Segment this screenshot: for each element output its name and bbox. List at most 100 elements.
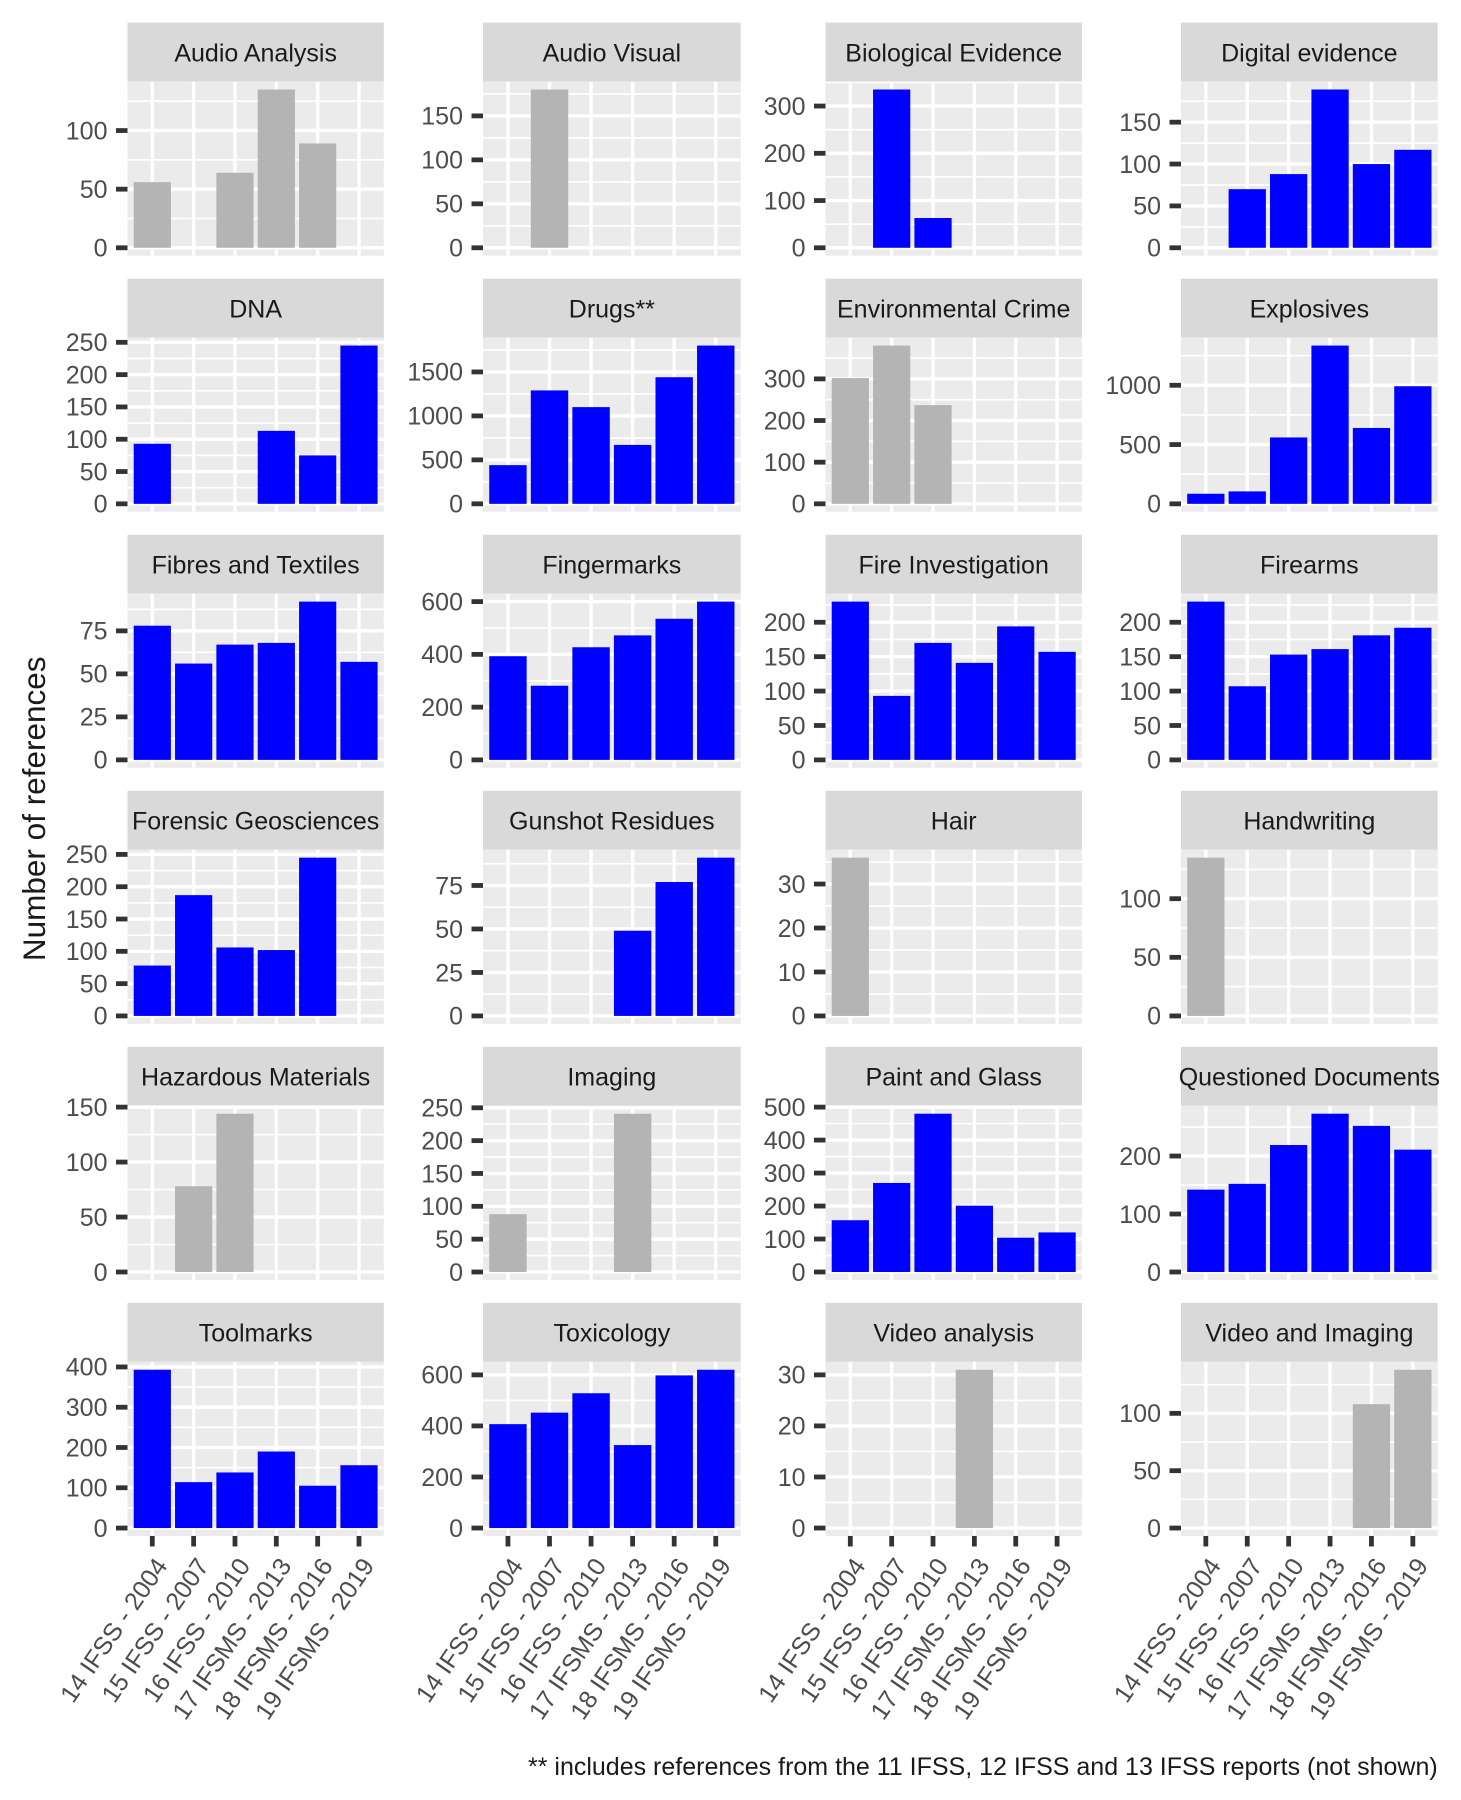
svg-text:50: 50	[80, 970, 108, 998]
svg-text:250: 250	[66, 841, 108, 869]
svg-text:0: 0	[792, 747, 806, 775]
svg-text:200: 200	[764, 140, 806, 168]
svg-text:300: 300	[764, 93, 806, 121]
svg-text:Number of references: Number of references	[16, 656, 52, 961]
svg-text:200: 200	[421, 1464, 463, 1492]
svg-text:150: 150	[66, 1094, 108, 1122]
svg-text:50: 50	[80, 661, 108, 689]
svg-text:Paint and Glass: Paint and Glass	[865, 1064, 1042, 1092]
svg-text:20: 20	[778, 1413, 806, 1441]
svg-text:0: 0	[449, 235, 463, 263]
svg-text:50: 50	[778, 712, 806, 740]
svg-text:100: 100	[1119, 886, 1161, 914]
svg-text:30: 30	[778, 871, 806, 899]
svg-text:250: 250	[66, 329, 108, 357]
svg-text:100: 100	[66, 117, 108, 145]
svg-text:Drugs**: Drugs**	[569, 295, 655, 323]
svg-text:0: 0	[792, 235, 806, 263]
svg-text:50: 50	[1133, 1457, 1161, 1485]
svg-text:Video and Imaging: Video and Imaging	[1205, 1320, 1413, 1348]
svg-text:Digital evidence: Digital evidence	[1221, 39, 1398, 67]
svg-text:50: 50	[1133, 944, 1161, 972]
svg-text:0: 0	[1147, 747, 1161, 775]
svg-text:1000: 1000	[1105, 372, 1161, 400]
svg-text:200: 200	[421, 1127, 463, 1155]
svg-text:100: 100	[764, 187, 806, 215]
svg-text:100: 100	[1119, 1400, 1161, 1428]
svg-text:0: 0	[1147, 1515, 1161, 1543]
svg-text:Video analysis: Video analysis	[873, 1320, 1034, 1348]
svg-text:75: 75	[435, 872, 463, 900]
svg-text:Hazardous Materials: Hazardous Materials	[141, 1064, 370, 1092]
svg-text:100: 100	[66, 1149, 108, 1177]
svg-text:Toolmarks: Toolmarks	[199, 1320, 313, 1348]
svg-text:Fire Investigation: Fire Investigation	[859, 551, 1049, 579]
svg-text:200: 200	[66, 361, 108, 389]
svg-text:500: 500	[421, 447, 463, 475]
svg-text:Handwriting: Handwriting	[1243, 807, 1375, 835]
svg-text:150: 150	[66, 906, 108, 934]
svg-text:0: 0	[792, 1259, 806, 1287]
svg-text:75: 75	[80, 618, 108, 646]
svg-text:0: 0	[449, 491, 463, 519]
svg-text:50: 50	[435, 916, 463, 944]
svg-text:0: 0	[792, 1003, 806, 1031]
svg-text:DNA: DNA	[229, 295, 282, 323]
svg-text:150: 150	[1119, 109, 1161, 137]
svg-text:0: 0	[94, 1259, 108, 1287]
svg-text:500: 500	[764, 1094, 806, 1122]
svg-text:100: 100	[1119, 151, 1161, 179]
svg-text:0: 0	[449, 1259, 463, 1287]
svg-text:400: 400	[421, 1413, 463, 1441]
svg-text:0: 0	[792, 491, 806, 519]
svg-text:200: 200	[764, 609, 806, 637]
svg-text:Explosives: Explosives	[1250, 295, 1370, 323]
svg-text:Toxicology: Toxicology	[553, 1320, 670, 1348]
svg-text:Firearms: Firearms	[1260, 551, 1359, 579]
svg-text:600: 600	[421, 588, 463, 616]
svg-text:400: 400	[66, 1354, 108, 1382]
svg-text:50: 50	[80, 1204, 108, 1232]
svg-text:600: 600	[421, 1362, 463, 1390]
svg-text:Imaging: Imaging	[567, 1064, 656, 1092]
svg-text:100: 100	[764, 1226, 806, 1254]
svg-text:500: 500	[1119, 431, 1161, 459]
svg-text:100: 100	[764, 678, 806, 706]
svg-text:50: 50	[80, 458, 108, 486]
svg-text:50: 50	[435, 1226, 463, 1254]
svg-text:1000: 1000	[407, 403, 463, 431]
svg-text:150: 150	[66, 394, 108, 422]
svg-text:Hair: Hair	[931, 807, 977, 835]
svg-text:Gunshot Residues: Gunshot Residues	[509, 807, 715, 835]
svg-text:0: 0	[449, 1003, 463, 1031]
svg-text:200: 200	[421, 694, 463, 722]
svg-text:0: 0	[792, 1515, 806, 1543]
svg-text:25: 25	[435, 959, 463, 987]
svg-text:100: 100	[66, 1475, 108, 1503]
svg-text:100: 100	[764, 449, 806, 477]
svg-text:Fibres and Textiles: Fibres and Textiles	[152, 551, 360, 579]
svg-text:0: 0	[449, 747, 463, 775]
svg-text:200: 200	[764, 1193, 806, 1221]
svg-text:10: 10	[778, 959, 806, 987]
svg-text:300: 300	[764, 1160, 806, 1188]
svg-text:250: 250	[421, 1095, 463, 1123]
svg-text:100: 100	[1119, 678, 1161, 706]
svg-text:Questioned Documents: Questioned Documents	[1179, 1064, 1440, 1092]
svg-text:30: 30	[778, 1362, 806, 1390]
svg-text:0: 0	[1147, 1003, 1161, 1031]
svg-text:0: 0	[1147, 235, 1161, 263]
svg-text:0: 0	[94, 491, 108, 519]
svg-text:0: 0	[1147, 491, 1161, 519]
svg-text:300: 300	[764, 366, 806, 394]
svg-text:150: 150	[421, 1160, 463, 1188]
svg-text:0: 0	[94, 747, 108, 775]
svg-text:400: 400	[764, 1127, 806, 1155]
svg-text:0: 0	[94, 1515, 108, 1543]
svg-text:150: 150	[421, 103, 463, 131]
svg-text:1500: 1500	[407, 359, 463, 387]
svg-text:100: 100	[1119, 1201, 1161, 1229]
svg-text:200: 200	[764, 407, 806, 435]
svg-text:0: 0	[449, 1515, 463, 1543]
svg-text:0: 0	[94, 1003, 108, 1031]
